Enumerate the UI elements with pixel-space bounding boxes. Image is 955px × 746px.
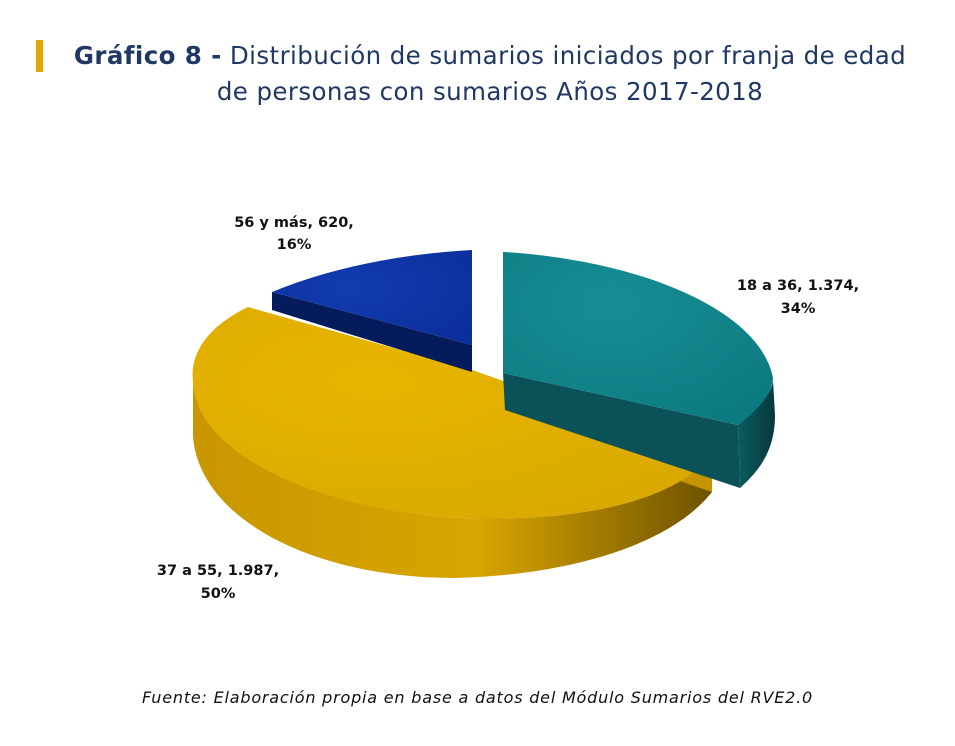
pie-slice-18-a-36 — [503, 252, 775, 488]
pie-slice-18-a-36-face — [503, 373, 740, 488]
pie-slice-37-a-55-side — [193, 377, 712, 578]
pie-slice-37-a-55-top — [192, 307, 712, 519]
pie-slice-18-a-36-top — [503, 252, 773, 425]
data-label-18-a-36-line1: 18 a 36, 1.374, — [737, 278, 859, 294]
data-label-37-a-55: 37 a 55, 1.987, 50% — [157, 563, 279, 602]
data-label-37-a-55-line1: 37 a 55, 1.987, — [157, 563, 279, 579]
pie-slice-56-y-mas — [272, 250, 472, 372]
data-label-56-y-mas: 56 y más, 620, 16% — [234, 215, 354, 253]
title-accent-bar — [36, 40, 43, 72]
data-label-18-a-36: 18 a 36, 1.374, 34% — [737, 278, 859, 317]
source-note: Fuente: Elaboración propia en base a dat… — [141, 688, 814, 707]
data-label-37-a-55-line2: 50% — [201, 586, 236, 602]
data-label-56-y-mas-line2: 16% — [277, 237, 312, 253]
pie-slice-56-y-mas-face — [272, 292, 472, 372]
chart-title-text: Distribución de sumarios iniciados por f… — [216, 41, 907, 106]
chart-title-lead: Gráfico 8 - — [73, 41, 222, 70]
data-label-18-a-36-line2: 34% — [781, 301, 816, 317]
chart-title: Gráfico 8 - Distribución de sumarios ini… — [60, 38, 920, 110]
data-label-56-y-mas-line1: 56 y más, 620, — [234, 215, 354, 231]
pie-slice-18-a-36-side — [738, 380, 775, 488]
pie-slice-56-y-mas-top — [272, 250, 472, 345]
